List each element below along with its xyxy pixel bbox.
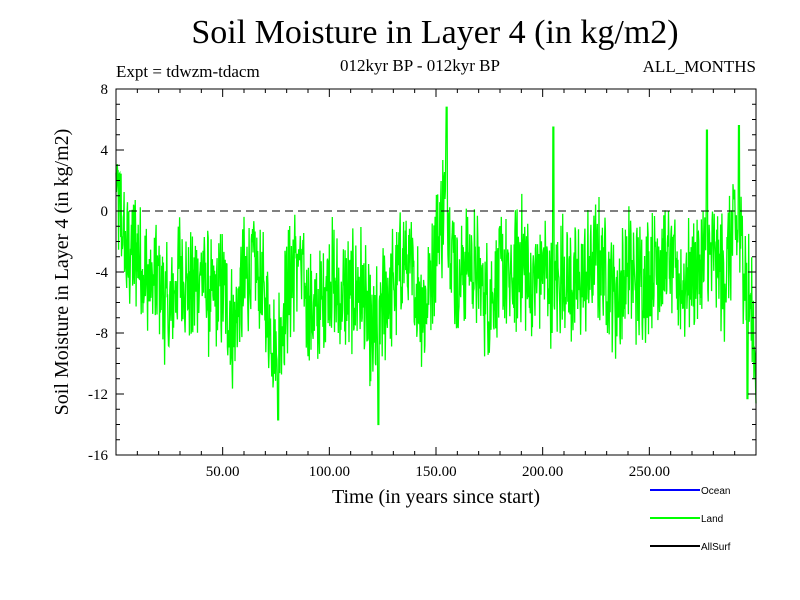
series-line-land bbox=[115, 106, 757, 426]
x-tick-label: 100.00 bbox=[309, 464, 350, 480]
y-tick-label: 0 bbox=[101, 204, 109, 220]
period-label: 012kyr BP - 012kyr BP bbox=[340, 56, 500, 75]
legend-allsurf-label: AllSurf bbox=[701, 542, 731, 553]
y-tick-label: -12 bbox=[88, 387, 108, 403]
x-tick-label: 200.00 bbox=[522, 464, 563, 480]
legend: Ocean Land AllSurf bbox=[650, 486, 731, 553]
x-tick-label: 250.00 bbox=[629, 464, 670, 480]
y-tick-label: -4 bbox=[96, 265, 109, 281]
months-label: ALL_MONTHS bbox=[642, 57, 756, 76]
x-axis-label: Time (in years since start) bbox=[332, 486, 540, 508]
y-tick-label: 4 bbox=[101, 143, 109, 159]
experiment-label: Expt = tdwzm-tdacm bbox=[116, 62, 260, 81]
y-tick-label: -16 bbox=[88, 448, 108, 464]
legend-ocean-label: Ocean bbox=[701, 486, 730, 497]
y-tick-label: 8 bbox=[101, 82, 109, 98]
y-axis-label: Soil Moisture in Layer 4 (in kg/m2) bbox=[51, 129, 73, 416]
x-tick-label: 50.00 bbox=[206, 464, 240, 480]
chart-title: Soil Moisture in Layer 4 (in kg/m2) bbox=[191, 14, 679, 51]
axes-layer: 50.00 100.00 150.00 200.00 250.00 -16 -12 -8 -4 0… bbox=[88, 82, 756, 480]
series-layer bbox=[115, 106, 757, 426]
y-tick-label: -8 bbox=[96, 326, 109, 342]
legend-land-label: Land bbox=[701, 514, 723, 525]
x-tick-label: 150.00 bbox=[415, 464, 456, 480]
